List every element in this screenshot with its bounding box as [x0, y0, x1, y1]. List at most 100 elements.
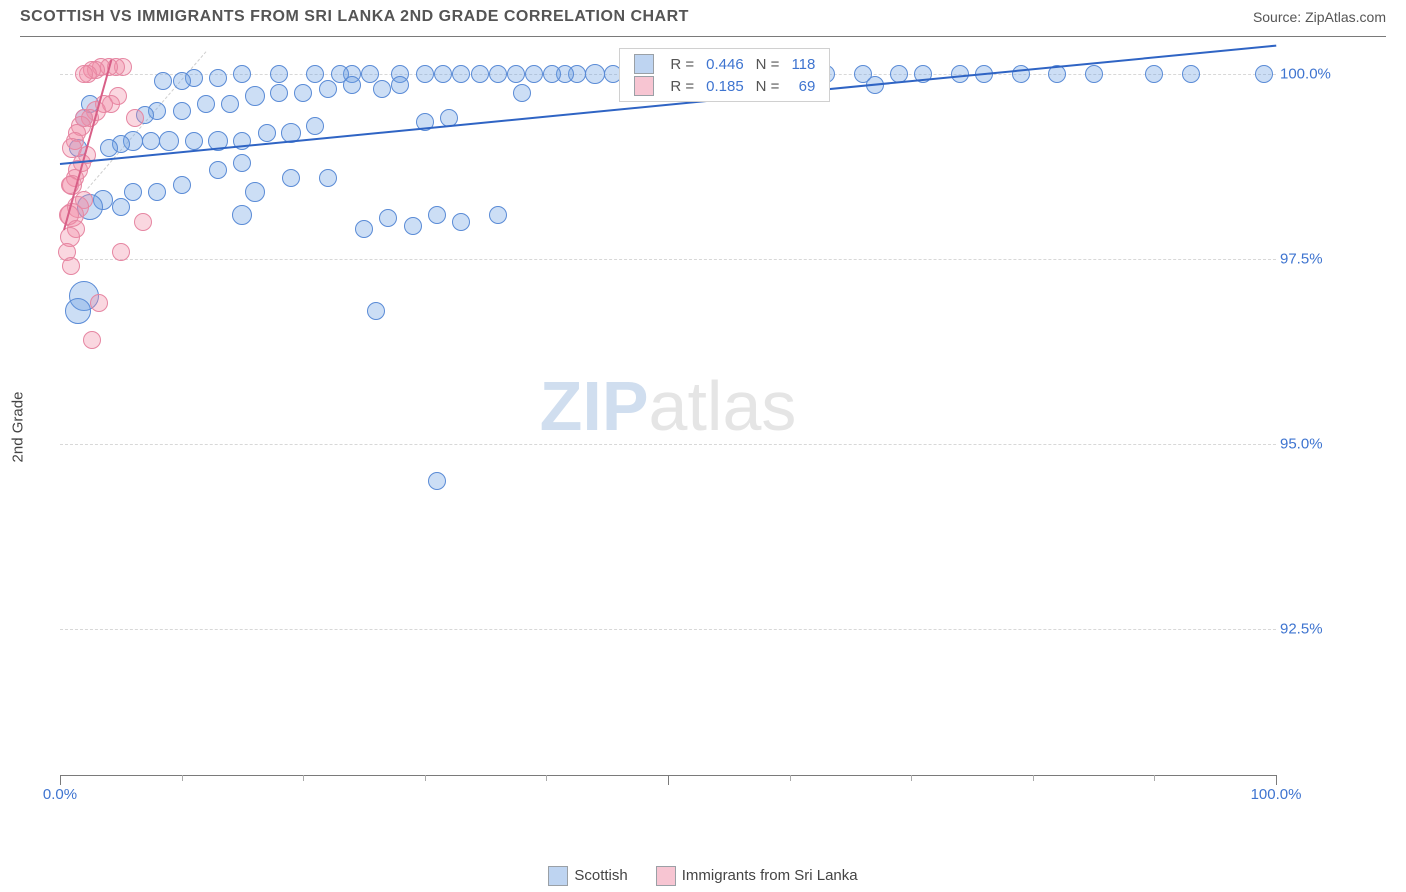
- data-point-srilanka: [75, 65, 93, 83]
- x-tick-minor: [1033, 775, 1034, 781]
- data-point-scottish: [452, 213, 470, 231]
- data-point-scottish: [232, 205, 252, 225]
- x-tick-minor: [182, 775, 183, 781]
- source-value: ZipAtlas.com: [1305, 9, 1386, 25]
- source-credit: Source: ZipAtlas.com: [1253, 9, 1386, 25]
- x-tick-major: [668, 775, 669, 785]
- data-point-scottish: [379, 209, 397, 227]
- data-point-scottish: [1085, 65, 1103, 83]
- data-point-scottish: [343, 76, 361, 94]
- data-point-srilanka: [62, 257, 80, 275]
- data-point-scottish: [391, 76, 409, 94]
- data-point-scottish: [306, 117, 324, 135]
- data-point-srilanka: [83, 331, 101, 349]
- data-point-scottish: [507, 65, 525, 83]
- y-tick-label: 97.5%: [1280, 251, 1380, 268]
- gridline: [60, 444, 1276, 445]
- data-point-scottish: [270, 65, 288, 83]
- data-point-scottish: [148, 183, 166, 201]
- data-point-scottish: [1255, 65, 1273, 83]
- data-point-scottish: [233, 65, 251, 83]
- data-point-scottish: [173, 102, 191, 120]
- data-point-scottish: [173, 72, 191, 90]
- legend-swatch-scottish: [634, 54, 654, 74]
- x-tick-minor: [790, 775, 791, 781]
- legend-n-value-srilanka: 69: [785, 75, 821, 97]
- data-point-srilanka: [134, 213, 152, 231]
- bottom-legend: Scottish Immigrants from Sri Lanka: [0, 866, 1406, 886]
- data-point-scottish: [112, 198, 130, 216]
- data-point-scottish: [355, 220, 373, 238]
- data-point-scottish: [245, 182, 265, 202]
- data-point-scottish: [471, 65, 489, 83]
- data-point-scottish: [428, 472, 446, 490]
- data-point-scottish: [294, 84, 312, 102]
- data-point-scottish: [543, 65, 561, 83]
- legend-n-label: N =: [750, 53, 786, 75]
- legend-item-srilanka: Immigrants from Sri Lanka: [656, 867, 858, 884]
- data-point-scottish: [404, 217, 422, 235]
- watermark: ZIPatlas: [540, 366, 797, 446]
- x-tick-major: [1276, 775, 1277, 785]
- x-tick-major: [60, 775, 61, 785]
- data-point-scottish: [428, 206, 446, 224]
- x-tick-minor: [911, 775, 912, 781]
- legend-swatch-scottish: [548, 866, 568, 886]
- data-point-scottish: [154, 72, 172, 90]
- data-point-srilanka: [126, 109, 144, 127]
- data-point-scottish: [434, 65, 452, 83]
- x-tick-label: 0.0%: [43, 786, 77, 803]
- data-point-scottish: [373, 80, 391, 98]
- x-tick-minor: [1154, 775, 1155, 781]
- data-point-scottish: [1012, 65, 1030, 83]
- data-point-scottish: [525, 65, 543, 83]
- data-point-scottish: [282, 169, 300, 187]
- data-point-scottish: [367, 302, 385, 320]
- data-point-scottish: [100, 139, 118, 157]
- data-point-scottish: [489, 206, 507, 224]
- y-tick-label: 92.5%: [1280, 621, 1380, 638]
- legend-label-srilanka: Immigrants from Sri Lanka: [682, 867, 858, 884]
- legend-n-value-scottish: 118: [785, 53, 821, 75]
- data-point-scottish: [245, 86, 265, 106]
- data-point-scottish: [185, 132, 203, 150]
- data-point-scottish: [258, 124, 276, 142]
- watermark-atlas: atlas: [649, 367, 797, 445]
- y-tick-label: 100.0%: [1280, 66, 1380, 83]
- watermark-zip: ZIP: [540, 367, 649, 445]
- data-point-scottish: [585, 64, 605, 84]
- legend-item-scottish: Scottish: [548, 867, 627, 884]
- y-tick-label: 95.0%: [1280, 436, 1380, 453]
- data-point-scottish: [221, 95, 239, 113]
- data-point-scottish: [1145, 65, 1163, 83]
- data-point-scottish: [197, 95, 215, 113]
- gridline: [60, 629, 1276, 630]
- data-point-scottish: [209, 161, 227, 179]
- data-point-srilanka: [112, 243, 130, 261]
- data-point-scottish: [513, 84, 531, 102]
- source-label: Source:: [1253, 9, 1305, 25]
- data-point-srilanka: [90, 294, 108, 312]
- data-point-scottish: [319, 80, 337, 98]
- chart-title: SCOTTISH VS IMMIGRANTS FROM SRI LANKA 2N…: [20, 8, 689, 26]
- legend-swatch-srilanka: [634, 76, 654, 96]
- data-point-scottish: [416, 65, 434, 83]
- data-point-scottish: [209, 69, 227, 87]
- data-point-scottish: [233, 154, 251, 172]
- data-point-scottish: [124, 183, 142, 201]
- data-point-scottish: [270, 84, 288, 102]
- legend-label-scottish: Scottish: [574, 867, 627, 884]
- legend-r-label: R =: [664, 75, 700, 97]
- chart-area: 2nd Grade ZIPatlas 92.5%95.0%97.5%100.0%…: [20, 36, 1386, 816]
- data-point-scottish: [319, 169, 337, 187]
- data-point-scottish: [1182, 65, 1200, 83]
- data-point-scottish: [159, 131, 179, 151]
- legend-r-value-scottish: 0.446: [700, 53, 750, 75]
- x-tick-minor: [425, 775, 426, 781]
- data-point-scottish: [142, 132, 160, 150]
- legend-r-value-srilanka: 0.185: [700, 75, 750, 97]
- legend-swatch-srilanka: [656, 866, 676, 886]
- y-axis-label: 2nd Grade: [10, 391, 27, 462]
- correlation-legend: R =0.446N =118R =0.185N =69: [619, 48, 830, 102]
- data-point-scottish: [489, 65, 507, 83]
